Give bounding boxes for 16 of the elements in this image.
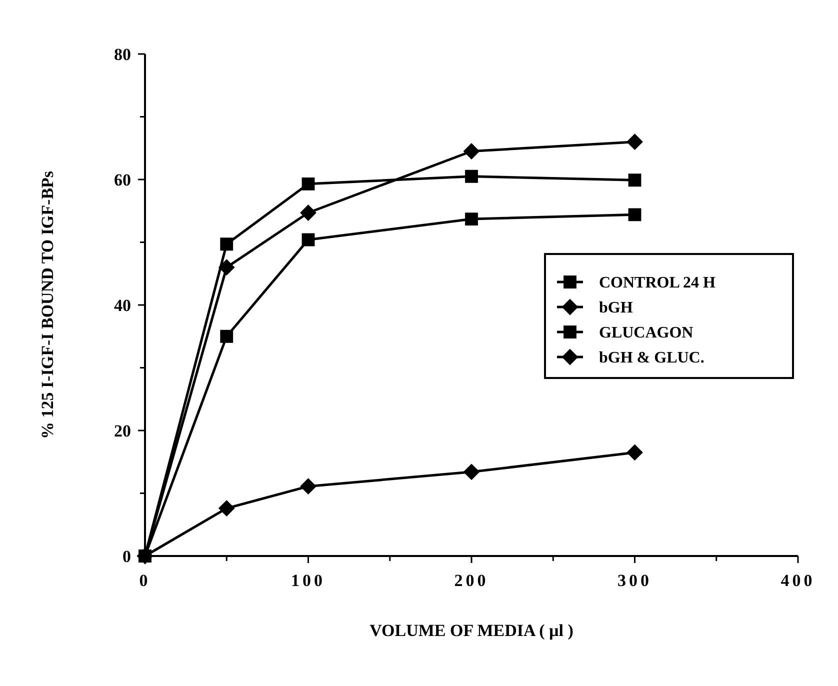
x-tick-label: 100	[291, 571, 326, 590]
y-tick-label: 80	[114, 44, 131, 64]
y-tick-label: 60	[114, 170, 131, 190]
legend-label: bGH	[599, 300, 634, 317]
y-tick-label: 40	[114, 296, 131, 315]
y-tick-label: 20	[114, 421, 131, 440]
x-tick-label: 200	[454, 571, 489, 590]
x-tick-label: 0	[139, 571, 151, 590]
legend-label: GLUCAGON	[599, 324, 694, 342]
x-tick-label: 300	[618, 571, 652, 590]
y-axis-title: % 125 I-IGF-I BOUND TO IGF-BPs	[38, 170, 57, 440]
legend-label: CONTROL 24 H	[599, 274, 716, 292]
x-tick-label: 400	[780, 571, 816, 590]
y-tick-label: 0	[122, 546, 131, 566]
x-axis-title: VOLUME OF MEDIA ( µl )	[370, 621, 574, 640]
legend-label: bGH & GLUC.	[599, 350, 704, 367]
